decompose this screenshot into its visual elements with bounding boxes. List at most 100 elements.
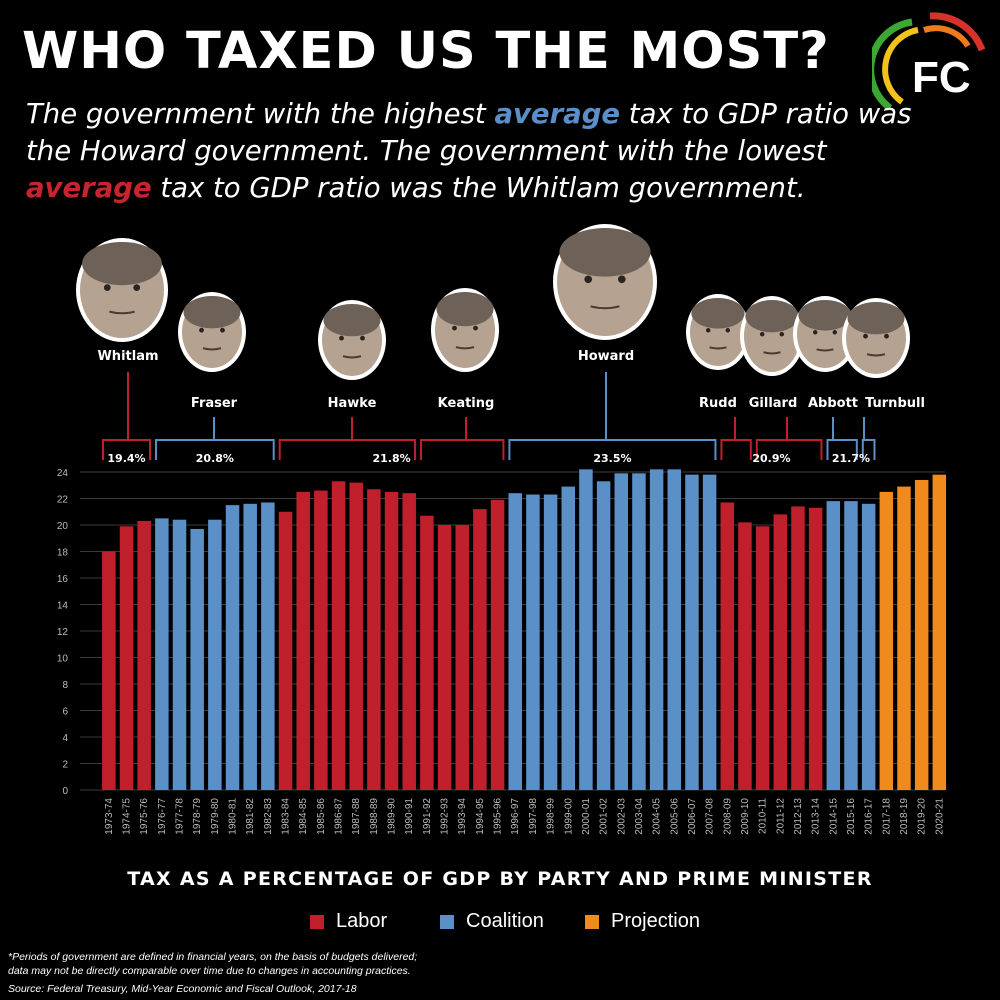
x-tick-label: 1987-88 <box>351 798 362 835</box>
bar-1991-92 <box>420 515 434 790</box>
bar-2006-07 <box>685 474 699 790</box>
portrait-mouth <box>709 346 727 350</box>
bar-2001-02 <box>596 481 611 790</box>
average-label: 21.7% <box>832 452 870 465</box>
bar-1998-99 <box>543 494 558 790</box>
y-tick-label: 0 <box>62 786 68 797</box>
x-tick-label: 1990-91 <box>404 798 415 835</box>
bar-1993-94 <box>455 525 469 790</box>
x-tick-label: 2020-21 <box>934 798 945 835</box>
pm-name-rudd: Rudd <box>699 396 737 411</box>
x-tick-label: 1998-99 <box>546 798 557 835</box>
bar-1979-80 <box>208 519 222 790</box>
x-tick-label: 2015-16 <box>846 798 857 835</box>
y-tick-label: 20 <box>57 521 69 532</box>
portrait-eye <box>584 275 593 284</box>
bar-2011-12 <box>773 514 788 790</box>
legend-item-labor: Labor <box>310 910 387 933</box>
pm-name-turnbull: Turnbull <box>865 396 925 411</box>
portrait-eye <box>199 327 204 333</box>
x-tick-label: 2008-09 <box>722 798 733 835</box>
x-tick-label: 1978-79 <box>192 798 203 835</box>
y-tick-label: 8 <box>62 680 68 691</box>
bar-1985-86 <box>314 490 328 790</box>
bar-1987-88 <box>349 482 363 790</box>
subtitle-highlight-highest: average <box>494 98 621 130</box>
portrait-eye <box>884 333 889 339</box>
x-tick-label: 2001-02 <box>599 798 610 835</box>
portrait-hair <box>745 300 799 333</box>
x-tick-label: 1976-77 <box>157 798 168 835</box>
bar-2019-20 <box>914 479 929 790</box>
bar-1980-81 <box>225 505 240 790</box>
average-label: 20.8% <box>196 452 234 465</box>
y-tick-label: 14 <box>57 601 69 612</box>
footnote: *Periods of government are defined in fi… <box>8 951 418 977</box>
bar-1992-93 <box>437 525 452 790</box>
bar-1990-91 <box>402 493 416 790</box>
page-title: WHO TAXED US THE MOST? <box>22 22 830 81</box>
y-tick-label: 6 <box>62 707 68 718</box>
portrait-hair <box>183 296 241 329</box>
x-tick-label: 2011-12 <box>775 798 786 834</box>
bar-1977-78 <box>172 519 187 790</box>
legend-swatch-coalition <box>440 914 454 929</box>
x-tick-label: 1993-94 <box>457 798 468 835</box>
bracket-keating <box>420 439 505 460</box>
subtitle: The government with the highest average … <box>26 98 912 204</box>
y-tick-label: 18 <box>57 548 69 559</box>
bar-1982-83 <box>261 502 275 790</box>
bar-1975-76 <box>137 521 151 790</box>
bar-1981-82 <box>243 503 257 790</box>
x-tick-label: 2005-06 <box>669 798 680 835</box>
bracket-hawke <box>278 439 417 460</box>
x-tick-label: 2013-14 <box>811 798 822 835</box>
bar-2002-03 <box>614 473 629 790</box>
portrait-eye <box>812 330 818 335</box>
x-tick-label: 1980-81 <box>228 798 239 835</box>
x-tick-label: 2016-17 <box>864 798 875 835</box>
portrait-hair <box>436 292 494 327</box>
bar-2003-04 <box>632 473 646 790</box>
x-tick-label: 1982-83 <box>263 798 274 835</box>
x-tick-label: 1973-74 <box>104 798 115 835</box>
bar-1996-97 <box>508 493 522 790</box>
x-tick-label: 1975-76 <box>139 798 150 835</box>
x-tick-label: 1989-90 <box>387 798 398 835</box>
bar-2013-14 <box>808 507 823 790</box>
portrait-mouth <box>455 346 475 350</box>
chart-legend: Labor Coalition Projection <box>0 910 1000 936</box>
bar-1973-74 <box>102 551 116 790</box>
logo-text: FC <box>912 53 971 102</box>
portrait-eye <box>339 335 344 341</box>
bar-1984-85 <box>296 491 310 790</box>
x-tick-label: 1997-98 <box>528 798 539 835</box>
bar-1995-96 <box>490 499 505 790</box>
y-tick-label: 22 <box>57 495 69 506</box>
y-tick-label: 10 <box>57 654 69 665</box>
x-tick-label: 1983-84 <box>281 798 292 835</box>
bracket-gillard <box>755 439 823 460</box>
x-tick-label: 1992-93 <box>440 798 451 835</box>
x-tick-label: 1985-86 <box>316 798 327 835</box>
legend-swatch-labor <box>310 914 324 929</box>
portrait-eye <box>103 284 111 291</box>
x-tick-label: 1984-85 <box>298 798 309 835</box>
x-tick-label: 2010-11 <box>758 798 769 834</box>
portrait-eye <box>133 284 141 291</box>
portrait-hair <box>323 304 381 337</box>
source-note: Source: Federal Treasury, Mid-Year Econo… <box>8 983 357 995</box>
legend-item-coalition: Coalition <box>440 910 544 933</box>
bar-2007-08 <box>702 474 717 790</box>
bar-1986-87 <box>331 481 346 790</box>
legend-swatch-projection <box>585 914 599 929</box>
bar-1976-77 <box>155 518 169 790</box>
portrait-eye <box>473 325 478 331</box>
x-tick-label: 1994-95 <box>475 798 486 835</box>
portrait-mouth <box>816 348 834 352</box>
bar-2009-10 <box>738 522 752 790</box>
bar-1999-00 <box>561 486 576 790</box>
bar-2020-21 <box>932 474 947 790</box>
bar-2004-05 <box>649 469 664 790</box>
